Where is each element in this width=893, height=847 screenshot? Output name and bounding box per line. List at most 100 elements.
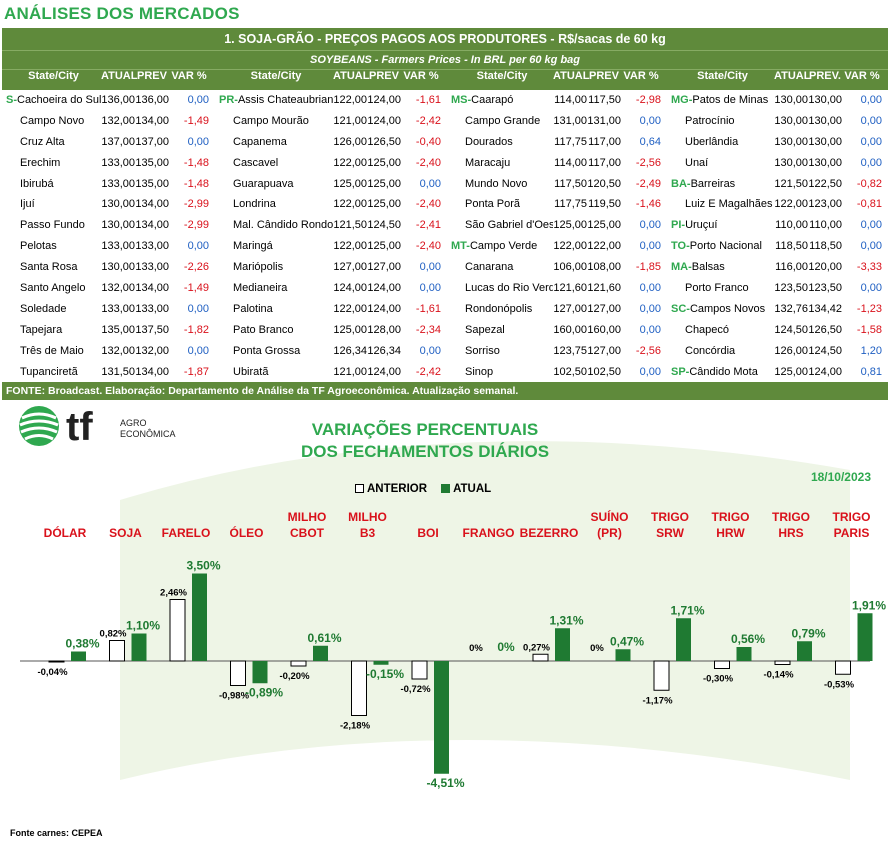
city-name: Rondonópolis xyxy=(465,302,533,315)
cell-var: 0,00 xyxy=(860,219,882,232)
cell-atual: 133,00 xyxy=(101,156,135,169)
category-label: DÓLAR xyxy=(44,525,87,540)
logo-line2: ECONÔMICA xyxy=(120,429,176,439)
cell-var: 0,00 xyxy=(187,302,209,315)
cell-var: -1,48 xyxy=(183,177,209,190)
table-row: Ibirubá 133,00 135,00 -1,48 Guarapuava 125,00… xyxy=(2,173,888,195)
city-cell: Ibirubá xyxy=(2,174,101,195)
cell-atual: 132,76 xyxy=(774,302,808,315)
city-cell: PI-Uruçuí xyxy=(667,215,774,236)
cell-prev: 135,00 xyxy=(135,156,169,169)
cell-atual: 117,75 xyxy=(554,135,587,148)
cell-prev: 124,00 xyxy=(367,282,401,295)
city-name: Soledade xyxy=(20,302,67,315)
cell-atual: 118,50 xyxy=(775,240,808,253)
cell-var: 0,00 xyxy=(187,240,209,253)
cell-atual: 160,00 xyxy=(553,323,587,336)
cell-var: 0,00 xyxy=(639,302,661,315)
city-name: Luiz E Magalhães xyxy=(685,198,773,211)
col-header-prev: PREV xyxy=(589,70,619,82)
logo-tf-text: tf xyxy=(66,405,93,448)
category-label: ÓLEO xyxy=(229,525,263,540)
category-label: BOI xyxy=(417,526,438,540)
city-cell: Capanema xyxy=(215,132,333,153)
state-prefix: PR- xyxy=(219,94,238,106)
category-label: CBOT xyxy=(290,526,325,540)
state-prefix: PI- xyxy=(671,219,686,232)
cell-prev: 123,00 xyxy=(808,198,842,211)
city-name: Dourados xyxy=(465,135,513,148)
label-atual: 1,91% xyxy=(852,598,886,612)
cell-prev: 134,42 xyxy=(808,302,842,315)
city-cell: Rondonópolis xyxy=(447,299,553,320)
label-anterior: -0,04% xyxy=(37,667,68,678)
cell-var: -1,49 xyxy=(183,282,209,295)
cell-atual: 122,00 xyxy=(333,240,367,253)
cell-var: 0,00 xyxy=(419,344,441,357)
city-cell: MS-Caarapó xyxy=(447,90,553,111)
city-name: Maringá xyxy=(233,240,273,253)
cell-atual: 130,00 xyxy=(101,261,135,274)
cell-prev: 128,00 xyxy=(367,323,401,336)
cell-atual: 136,00 xyxy=(101,94,135,106)
cell-var: 0,00 xyxy=(639,323,661,336)
bar-anterior xyxy=(532,653,549,662)
cell-atual: 102,50 xyxy=(553,365,587,378)
city-name: Santo Angelo xyxy=(20,282,86,295)
category-label: TRIGO xyxy=(651,510,689,524)
label-atual: 0,38% xyxy=(65,637,99,651)
city-cell: Campo Grande xyxy=(447,111,553,132)
col-header-atual: ATUAL xyxy=(774,70,811,82)
cell-prev: 133,00 xyxy=(135,302,169,315)
city-name: Mundo Novo xyxy=(465,177,528,190)
cell-atual: 122,00 xyxy=(333,94,367,106)
cell-prev: 121,60 xyxy=(587,282,621,295)
table-title: 1. SOJA-GRÃO - PREÇOS PAGOS AOS PRODUTOR… xyxy=(2,28,888,50)
city-name: Tupanciretã xyxy=(20,365,78,378)
cell-prev: 110,00 xyxy=(809,219,842,232)
city-cell: Medianeira xyxy=(215,278,333,299)
col-header-var: VAR % xyxy=(623,70,659,82)
cell-prev: 122,50 xyxy=(808,177,842,190)
city-name: Ibirubá xyxy=(20,177,54,190)
city-cell: Maracaju xyxy=(447,153,553,174)
label-anterior: 2,46% xyxy=(160,588,187,599)
cell-atual: 124,50 xyxy=(774,323,808,336)
label-anterior: -0,20% xyxy=(279,671,310,682)
city-name: Campo Verde xyxy=(469,240,538,253)
category-label: B3 xyxy=(360,526,376,540)
city-name: Assis Chateaubriand xyxy=(237,94,333,106)
cell-prev: 137,50 xyxy=(135,323,169,336)
cell-var: -2,99 xyxy=(183,219,209,232)
cell-atual: 122,00 xyxy=(333,156,367,169)
city-cell: Ponta Porã xyxy=(447,194,553,215)
col-header-city: State/City xyxy=(28,70,79,82)
category-label: MILHO xyxy=(288,510,327,524)
table-row: Cruz Alta 137,00 137,00 0,00 Capanema 126,00 1… xyxy=(2,131,888,153)
cell-atual: 117,50 xyxy=(554,177,587,190)
city-name: Canarana xyxy=(465,261,514,274)
city-cell: Mundo Novo xyxy=(447,174,553,195)
city-cell: Palotina xyxy=(215,299,333,320)
city-cell: PR-Assis Chateaubriand xyxy=(215,90,333,111)
label-atual: 0,61% xyxy=(307,631,341,645)
city-cell: Soledade xyxy=(2,299,101,320)
city-name: Campos Novos xyxy=(689,302,766,315)
cell-var: 0,00 xyxy=(419,177,441,190)
state-prefix: BA- xyxy=(671,177,691,190)
cell-atual: 125,00 xyxy=(774,365,808,378)
cell-atual: 127,00 xyxy=(553,302,587,315)
cell-prev: 134,00 xyxy=(135,219,169,232)
cell-var: -2,42 xyxy=(415,365,441,378)
city-name: Londrina xyxy=(233,198,276,211)
city-name: Santa Rosa xyxy=(20,261,78,274)
cell-var: -2,41 xyxy=(415,219,441,232)
city-name: Patrocínio xyxy=(685,114,735,127)
label-anterior: 0,82% xyxy=(100,629,127,640)
city-name: São Gabriel d'Oeste xyxy=(465,219,553,232)
category-label: SUÍNO xyxy=(590,509,628,524)
city-name: Uruçuí xyxy=(685,219,718,232)
city-cell: Unaí xyxy=(667,153,774,174)
col-header-city: State/City xyxy=(697,70,748,82)
bar-atual xyxy=(192,573,207,661)
